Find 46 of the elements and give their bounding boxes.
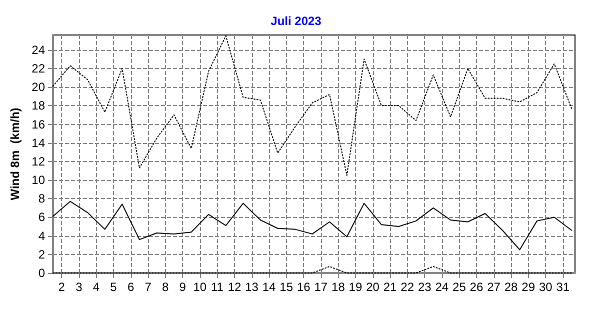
x-tick-label: 29 [522,280,536,294]
x-tick-label: 11 [210,280,224,294]
x-tick-label: 3 [76,280,83,294]
x-tick-label: 15 [280,280,294,294]
y-tick-label: 8 [38,192,46,206]
x-tick-label: 20 [366,280,380,294]
x-tick-label: 12 [228,280,242,294]
x-tick-label: 17 [314,280,328,294]
x-tick-label: 14 [262,280,276,294]
y-tick-label: 16 [32,117,46,132]
line-series [52,200,572,250]
x-tick-label: 6 [127,280,134,294]
x-tick-label: 9 [179,280,186,294]
y-tick-label: 24 [32,42,46,57]
x-tick-label: 7 [144,280,152,294]
y-axis-title: Wind 8m (km/h) [8,108,22,200]
y-tick-label: 12 [32,154,46,168]
y-tick-label: 10 [32,173,46,188]
x-tick-label: 27 [487,280,501,294]
x-tick-label: 13 [245,280,259,294]
x-tick-label: 24 [435,280,449,294]
x-tick-label: 26 [470,280,484,294]
chart-title: Juli 2023 [270,14,322,28]
x-tick-label: 10 [193,280,207,294]
y-tick-label: 2 [38,247,46,262]
y-tick-label: 0 [38,266,46,280]
x-tick-label: 8 [162,280,170,294]
x-tick-label: 2 [58,280,66,294]
x-tick-label: 28 [504,280,518,294]
y-tick-label: 20 [32,80,46,94]
y-tick-label: 22 [32,61,46,76]
x-tick-label: 31 [556,280,570,294]
x-tick-label: 19 [348,280,362,294]
x-tick-label: 25 [452,280,466,294]
x-tick-label: 18 [332,280,346,294]
x-tick-label: 21 [383,280,398,294]
y-tick-label: 6 [38,210,46,224]
x-tick-label: 4 [92,280,100,294]
x-tick-label: 5 [110,280,118,294]
y-tick-label: 14 [32,136,46,150]
x-tick-label: 23 [418,280,432,294]
y-tick-label: 4 [38,228,46,243]
y-tick-label: 18 [32,98,46,113]
x-tick-label: 22 [400,280,414,294]
x-tick-label: 16 [296,280,311,294]
x-tick-label: 30 [538,280,553,294]
